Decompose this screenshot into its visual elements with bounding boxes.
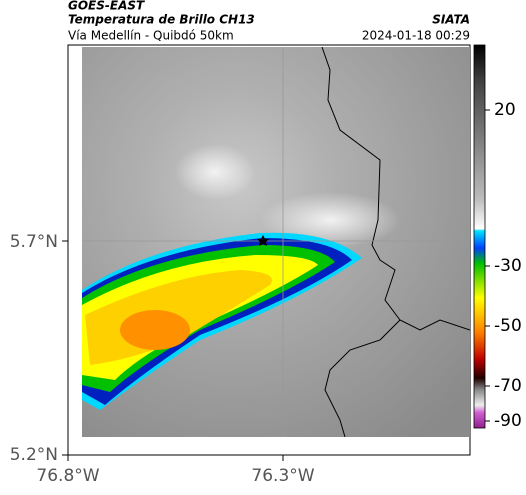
- lon-tick-label: 76.8°W: [36, 466, 99, 486]
- subtitle: Vía Medellín - Quibdó 50km: [68, 29, 234, 43]
- colorbar-tick-label: 20: [494, 100, 516, 120]
- colorbar-tick-label: -30: [494, 256, 522, 276]
- datetime: 2024-01-18 00:29: [362, 29, 470, 43]
- colorbar-tick-label: -70: [494, 376, 522, 396]
- lon-tick-label: 76.3°W: [251, 466, 314, 486]
- title: Temperatura de Brillo CH13: [68, 13, 255, 27]
- lat-tick-label: 5.7°N: [10, 232, 58, 252]
- colorbar-tick-label: -50: [494, 316, 522, 336]
- satellite-image: [82, 47, 470, 437]
- colorbar-tick-label: -90: [494, 411, 522, 431]
- colorbar: [473, 44, 486, 429]
- source: SIATA: [432, 13, 470, 27]
- satellite: GOES-EAST: [68, 0, 145, 13]
- lat-tick-label: 5.2°N: [10, 445, 58, 465]
- colorbar-ticks: 20 -30 -50 -70 -90: [485, 100, 522, 431]
